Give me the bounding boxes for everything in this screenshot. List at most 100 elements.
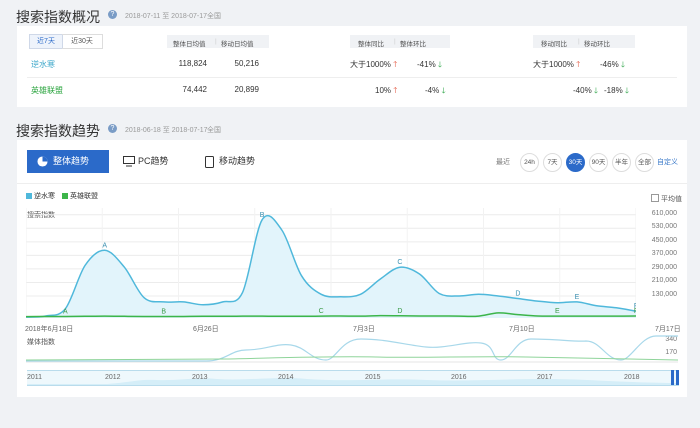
arrow-down-icon: 🡓: [441, 86, 446, 95]
event-marker[interactable]: B: [260, 212, 265, 219]
range-30days[interactable]: 30天: [566, 153, 585, 172]
year-tick: 2015: [365, 374, 381, 381]
event-marker[interactable]: A: [63, 308, 68, 315]
tab-label: 整体趋势: [53, 156, 90, 166]
row-divider: [27, 77, 677, 78]
brush-handle-left[interactable]: [671, 370, 674, 385]
search-index-axis-label: 搜索指数: [27, 212, 55, 219]
legend-item[interactable]: 英雄联盟: [70, 193, 98, 200]
event-marker[interactable]: C: [319, 308, 324, 315]
event-marker[interactable]: B: [161, 308, 166, 315]
event-marker[interactable]: D: [515, 291, 520, 298]
arrow-up-icon: 🡑: [393, 86, 398, 95]
event-marker[interactable]: C: [397, 259, 402, 266]
y-tick-label: 130,000: [651, 291, 677, 298]
header-divider: |: [394, 38, 396, 45]
event-marker[interactable]: A: [102, 242, 107, 249]
series-line-yingxionglianmeng: [26, 312, 636, 318]
series-line-nishuihan: [26, 214, 636, 318]
x-tick-label: 7月10日: [509, 326, 535, 333]
event-marker[interactable]: D: [397, 308, 402, 315]
mobile-yoy-value: 大于1000% 🡑: [533, 60, 581, 69]
header-divider: |: [215, 38, 217, 45]
event-marker[interactable]: E: [575, 294, 580, 301]
y-tick-label: 210,000: [651, 277, 677, 285]
x-tick-label: 7月17日: [655, 326, 681, 333]
overall-yoy-value: 大于1000% 🡑: [350, 60, 398, 69]
legend-item[interactable]: 逆水寒: [34, 193, 55, 200]
tab-mobile-trend[interactable]: 移动趋势: [203, 150, 273, 173]
range-all[interactable]: 全部: [635, 153, 654, 172]
average-label: 平均值: [660, 196, 682, 203]
arrow-down-icon: 🡓: [620, 60, 626, 69]
divider: [17, 183, 687, 184]
mobile-phone-icon: [205, 156, 214, 168]
year-tick: 2016: [451, 374, 467, 381]
range-24h[interactable]: 24h: [520, 153, 539, 172]
overview-region: 全国: [207, 13, 221, 20]
arrow-down-icon: 🡓: [437, 60, 443, 69]
year-tick: 2017: [537, 374, 553, 381]
checkbox-icon[interactable]: [651, 194, 659, 202]
table-row: 英雄联盟 74,442 20,899 10% 🡑 -4% 🡓 -40% 🡓 -1…: [17, 79, 687, 104]
y-tick-label: 610,000: [651, 209, 677, 217]
trend-title: 搜索指数趋势: [16, 123, 100, 139]
y-tick-label: 370,000: [651, 250, 677, 258]
overall-qoq-value: -41% 🡓: [417, 60, 443, 69]
range-label: 最近: [496, 159, 510, 166]
custom-range-link[interactable]: 自定义: [657, 159, 678, 166]
mobile-avg-value: 50,216: [234, 59, 259, 68]
range-half-year[interactable]: 半年: [612, 153, 631, 172]
header-divider: |: [578, 38, 580, 45]
mobile-yoy-value: -40% 🡓: [573, 86, 599, 95]
overview-date-range: 2018-07-11 至 2018-07-17: [125, 13, 207, 20]
tab-label: 移动趋势: [219, 156, 256, 166]
range-7days[interactable]: 7天: [543, 153, 562, 172]
y-tick-label: 450,000: [651, 236, 677, 244]
average-toggle[interactable]: 平均值: [651, 194, 682, 204]
header-ratio-overall: 整体同比 | 整体环比: [350, 35, 450, 48]
keyword-link[interactable]: 英雄联盟: [31, 86, 63, 95]
monitor-icon: [123, 156, 135, 167]
media-index-axis-label: 媒体指数: [27, 339, 55, 346]
time-range-brush[interactable]: [27, 370, 679, 386]
event-marker[interactable]: F: [634, 308, 636, 315]
brush-handle-right[interactable]: [676, 370, 679, 385]
help-icon[interactable]: ?: [108, 10, 117, 19]
header-overall-yoy: 整体同比: [358, 41, 384, 48]
header-ratio-mobile: 移动同比 | 移动环比: [533, 35, 635, 48]
overview-title: 搜索指数概况: [16, 9, 100, 25]
event-marker[interactable]: E: [555, 308, 560, 315]
header-avg: 整体日均值 | 移动日均值: [167, 35, 269, 48]
header-mobile-avg: 移动日均值: [221, 41, 254, 48]
trend-date-range: 2018-06-18 至 2018-07-17: [125, 127, 208, 134]
help-icon[interactable]: ?: [108, 124, 117, 133]
legend-swatch: [26, 193, 32, 199]
trend-panel: 整体趋势 PC趋势 移动趋势 最近 24h 7天 30天 90天 半年 全部 自…: [17, 140, 687, 397]
year-tick: 2012: [105, 374, 121, 381]
year-tick: 2018: [624, 374, 640, 381]
event-marker[interactable]: F: [634, 303, 636, 310]
tab-overall-trend[interactable]: 整体趋势: [27, 150, 109, 173]
mobile-avg-value: 20,899: [234, 85, 259, 94]
table-row: 逆水寒 118,824 50,216 大于1000% 🡑 -41% 🡓 大于10…: [17, 52, 687, 77]
y-axis: 130,000 210,000 290,000 370,000 450,000 530,0…: [637, 204, 685, 322]
tab-30days[interactable]: 近30天: [62, 34, 103, 49]
header-mobile-yoy: 移动同比: [541, 41, 567, 48]
tab-pc-trend[interactable]: PC趋势: [121, 150, 191, 173]
media-index-chart: [26, 335, 678, 363]
header-overall-qoq: 整体环比: [400, 41, 426, 48]
x-tick-label: 7月3日: [353, 326, 375, 333]
tab-7days[interactable]: 近7天: [29, 34, 63, 49]
trend-region: 全国: [207, 127, 221, 134]
arrow-down-icon: 🡓: [593, 86, 599, 95]
mobile-qoq-value: -18% 🡓: [604, 86, 630, 95]
range-90days[interactable]: 90天: [589, 153, 608, 172]
keyword-link[interactable]: 逆水寒: [31, 60, 55, 69]
overview-panel: 近7天 近30天 整体日均值 | 移动日均值 整体同比 | 整体环比 移动同比 …: [17, 26, 687, 107]
brush-sparkline: [27, 378, 679, 385]
overall-qoq-value: -4% 🡓: [425, 86, 446, 95]
year-tick: 2014: [278, 374, 294, 381]
overall-yoy-value: 10% 🡑: [375, 86, 398, 95]
x-tick-label: 6月26日: [193, 326, 219, 333]
